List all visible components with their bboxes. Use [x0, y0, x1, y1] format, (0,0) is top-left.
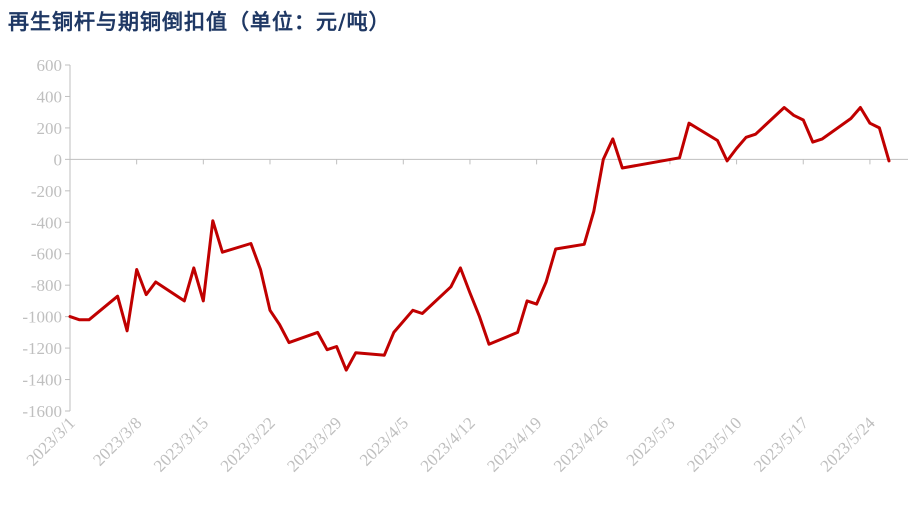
y-axis-ticks: 600 400 200 0 -200 -400 -600 -800 -1000 -1200 -140…	[22, 56, 70, 421]
x-tick-label: 2023/3/15	[150, 413, 212, 475]
x-tick-label: 2023/5/3	[623, 413, 679, 469]
x-tick-label: 2023/5/17	[750, 413, 813, 476]
x-tick-label: 2023/3/29	[283, 413, 345, 475]
y-tick-label: -1000	[22, 308, 62, 327]
y-tick-label: 600	[37, 56, 63, 75]
y-tick-label: -600	[31, 245, 62, 264]
y-tick-label: -1200	[22, 339, 62, 358]
y-tick-label: -400	[31, 213, 62, 232]
y-tick-label: -1600	[22, 402, 62, 421]
x-tick-label: 2023/3/22	[217, 413, 279, 475]
y-tick-label: -1400	[22, 371, 62, 390]
y-tick-label: -800	[31, 276, 62, 295]
x-tick-label: 2023/3/8	[89, 413, 145, 469]
y-tick-label: -200	[31, 182, 62, 201]
series-line	[68, 106, 891, 372]
x-tick-label: 2023/4/5	[356, 413, 412, 469]
y-tick-label: 0	[54, 150, 63, 169]
x-tick-label: 2023/3/1	[23, 413, 79, 469]
x-tick-label: 2023/5/10	[683, 413, 745, 475]
y-tick-label: 400	[37, 87, 63, 106]
x-tick-label: 2023/4/12	[417, 413, 479, 475]
y-tick-label: 200	[37, 119, 63, 138]
x-tick-label: 2023/5/24	[817, 413, 880, 476]
chart-title: 再生铜杆与期铜倒扣值（单位：元/吨）	[8, 10, 391, 34]
x-axis-ticks: 2023/3/1 2023/3/8 2023/3/15 2023/3/22 2023/3…	[23, 159, 880, 476]
x-tick-label: 2023/4/19	[483, 413, 545, 475]
x-tick-label: 2023/4/26	[550, 413, 612, 475]
